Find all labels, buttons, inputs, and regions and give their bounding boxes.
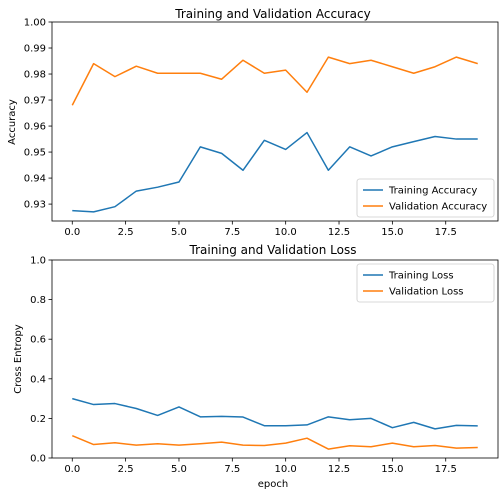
loss-legend-label-training: Training Loss — [388, 271, 454, 282]
loss-x-tick-label: 10.0 — [275, 464, 297, 475]
accuracy-x-tick-label: 5.0 — [171, 227, 187, 238]
loss-series-lines — [71, 397, 478, 450]
accuracy-legend: Training Accuracy Validation Accuracy — [356, 178, 495, 218]
loss-x-tick-label: 12.5 — [328, 464, 350, 475]
loss-series-line-validation — [71, 434, 478, 450]
loss-y-tick-label: 0.4 — [30, 374, 46, 385]
accuracy-series-line-training — [72, 131, 478, 213]
loss-series-line-training — [72, 397, 478, 430]
accuracy-y-tick-label: 0.95 — [24, 148, 46, 159]
loss-y-tick-label: 0.8 — [30, 295, 46, 306]
loss-y-tick-label: 0.0 — [30, 454, 46, 465]
accuracy-x-tick-label: 12.5 — [328, 227, 350, 238]
accuracy-chart-y-axis-label: Accuracy — [7, 99, 18, 145]
accuracy-chart-title: Training and Validation Accuracy — [174, 7, 370, 21]
accuracy-y-tick-label: 0.93 — [24, 200, 46, 211]
loss-y-tick-label: 0.6 — [30, 335, 46, 346]
loss-legend-label-validation: Validation Loss — [389, 287, 464, 298]
accuracy-y-tick-label: 1.00 — [24, 18, 46, 29]
accuracy-legend-label-training: Training Accuracy — [388, 186, 477, 197]
loss-x-tick-label: 15.0 — [381, 464, 403, 475]
accuracy-x-tick-label: 2.5 — [118, 227, 134, 238]
accuracy-y-tick-label: 0.97 — [24, 96, 46, 107]
loss-x-tick-label: 0.0 — [64, 464, 80, 475]
loss-axes: 0.0 2.5 5.0 7.5 10.0 12.5 15.0 17.5 0.0 0.2 0.4 0.6… — [30, 256, 499, 475]
accuracy-x-tick-label: 7.5 — [224, 227, 240, 238]
accuracy-y-tick-label: 0.96 — [24, 122, 46, 133]
loss-chart-title: Training and Validation Loss — [189, 243, 357, 257]
accuracy-x-tick-label: 17.5 — [435, 227, 457, 238]
loss-x-tick-label: 5.0 — [171, 464, 187, 475]
accuracy-series-lines — [71, 56, 478, 213]
loss-y-tick-label: 1.0 — [30, 256, 46, 267]
loss-plot-frame — [51, 259, 499, 459]
accuracy-x-tick-label: 0.0 — [64, 227, 80, 238]
accuracy-x-tick-label: 10.0 — [275, 227, 297, 238]
loss-legend: Training Loss Validation Loss — [356, 263, 495, 303]
loss-x-tick-label: 7.5 — [224, 464, 240, 475]
loss-chart-panel: Training and Validation Loss Cross Entro… — [13, 243, 499, 490]
loss-x-tick-label: 17.5 — [435, 464, 457, 475]
accuracy-y-tick-label: 0.98 — [24, 70, 46, 81]
accuracy-legend-box — [356, 178, 495, 218]
accuracy-y-tick-label: 0.94 — [24, 174, 46, 185]
loss-x-tick-label: 2.5 — [118, 464, 134, 475]
accuracy-series-line-validation — [71, 56, 478, 106]
accuracy-axes: 0.0 2.5 5.0 7.5 10.0 12.5 15.0 17.5 0.93 0.94 0.95… — [24, 18, 499, 238]
loss-chart-x-axis-label: epoch — [258, 479, 288, 490]
loss-chart-y-axis-label: Cross Entropy — [13, 324, 24, 394]
accuracy-x-tick-label: 15.0 — [381, 227, 403, 238]
accuracy-plot-frame — [51, 21, 499, 222]
accuracy-chart-panel: Training and Validation Accuracy Accurac… — [7, 7, 499, 238]
accuracy-y-tick-label: 0.99 — [24, 44, 46, 55]
accuracy-legend-label-validation: Validation Accuracy — [389, 202, 487, 213]
loss-y-tick-label: 0.2 — [30, 414, 46, 425]
loss-legend-box — [356, 263, 495, 303]
